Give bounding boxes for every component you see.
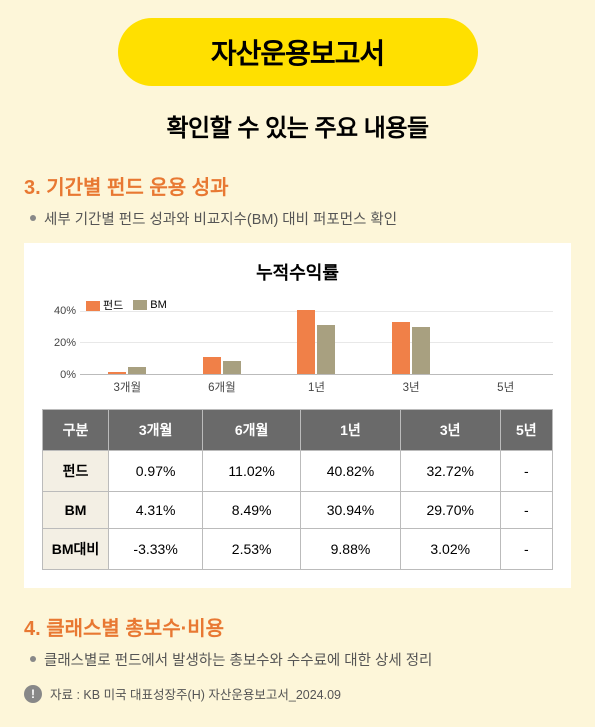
table-row: 펀드0.97%11.02%40.82%32.72%- (43, 451, 553, 492)
bar-group (269, 295, 364, 374)
x-label: 3년 (364, 379, 459, 395)
bar-fund (392, 322, 410, 374)
table-header-cell: 구분 (43, 410, 109, 451)
bar-group (364, 295, 459, 374)
section4-bullet-text: 클래스별로 펀드에서 발생하는 총보수와 수수료에 대한 상세 정리 (44, 649, 432, 670)
table-header-cell: 5년 (500, 410, 552, 451)
table-header-cell: 1년 (301, 410, 401, 451)
table-cell: 8.49% (203, 492, 301, 529)
title-banner: 자산운용보고서 (118, 18, 478, 86)
x-label: 1년 (269, 379, 364, 395)
bar-fund (108, 372, 126, 374)
x-label: 6개월 (175, 379, 270, 395)
table-cell: 0.97% (109, 451, 203, 492)
x-axis-labels: 3개월6개월1년3년5년 (80, 379, 553, 395)
bar-group (175, 295, 270, 374)
plot-area (80, 295, 553, 375)
table-row: BM대비-3.33%2.53%9.88%3.02%- (43, 529, 553, 570)
bar-bm (317, 325, 335, 374)
table-cell: 2.53% (203, 529, 301, 570)
table-row: BM4.31%8.49%30.94%29.70%- (43, 492, 553, 529)
section3-bullet: 세부 기간별 펀드 성과와 비교지수(BM) 대비 퍼포먼스 확인 (24, 208, 571, 229)
y-axis: 40% 20% 0% (42, 295, 80, 375)
bullet-icon (30, 656, 36, 662)
x-label: 3개월 (80, 379, 175, 395)
table-cell: 4.31% (109, 492, 203, 529)
section3-heading: 3. 기간별 펀드 운용 성과 (24, 171, 571, 200)
table-cell: -3.33% (109, 529, 203, 570)
report-title: 자산운용보고서 (168, 32, 428, 72)
table-cell: 40.82% (301, 451, 401, 492)
section4-bullet: 클래스별로 펀드에서 발생하는 총보수와 수수료에 대한 상세 정리 (24, 649, 571, 670)
table-cell: - (500, 451, 552, 492)
table-cell: 3.02% (400, 529, 500, 570)
performance-card: 누적수익률 펀드 BM 40% 20% 0% 3개월6개월1년3년5년 구분3개… (24, 243, 571, 588)
table-cell: 29.70% (400, 492, 500, 529)
section4-heading: 4. 클래스별 총보수·비용 (24, 612, 571, 641)
bar-bm (223, 361, 241, 374)
y-tick: 20% (54, 337, 76, 349)
table-row-head: 펀드 (43, 451, 109, 492)
bar-bm (412, 327, 430, 374)
table-header-cell: 3년 (400, 410, 500, 451)
table-header-cell: 6개월 (203, 410, 301, 451)
bar-fund (203, 357, 221, 374)
table-row-head: BM대비 (43, 529, 109, 570)
table-cell: 32.72% (400, 451, 500, 492)
table-cell: 11.02% (203, 451, 301, 492)
table-cell: - (500, 529, 552, 570)
section3-bullet-text: 세부 기간별 펀드 성과와 비교지수(BM) 대비 퍼포먼스 확인 (44, 208, 397, 229)
bullet-icon (30, 215, 36, 221)
bar-bm (128, 367, 146, 374)
y-tick: 40% (54, 305, 76, 317)
bar-group (80, 295, 175, 374)
cumulative-return-chart: 펀드 BM 40% 20% 0% 3개월6개월1년3년5년 (42, 295, 553, 405)
subtitle: 확인할 수 있는 주요 내용들 (24, 108, 571, 143)
bar-fund (297, 310, 315, 374)
bar-group (458, 295, 553, 374)
table-cell: - (500, 492, 552, 529)
table-header-cell: 3개월 (109, 410, 203, 451)
footer-text: 자료 : KB 미국 대표성장주(H) 자산운용보고서_2024.09 (50, 684, 341, 703)
chart-title: 누적수익률 (42, 259, 553, 285)
performance-table: 구분3개월6개월1년3년5년 펀드0.97%11.02%40.82%32.72%… (42, 409, 553, 570)
table-row-head: BM (43, 492, 109, 529)
table-cell: 30.94% (301, 492, 401, 529)
y-tick: 0% (60, 369, 76, 381)
table-cell: 9.88% (301, 529, 401, 570)
x-label: 5년 (458, 379, 553, 395)
info-icon: ! (24, 685, 42, 703)
footer-source: ! 자료 : KB 미국 대표성장주(H) 자산운용보고서_2024.09 (24, 684, 571, 703)
